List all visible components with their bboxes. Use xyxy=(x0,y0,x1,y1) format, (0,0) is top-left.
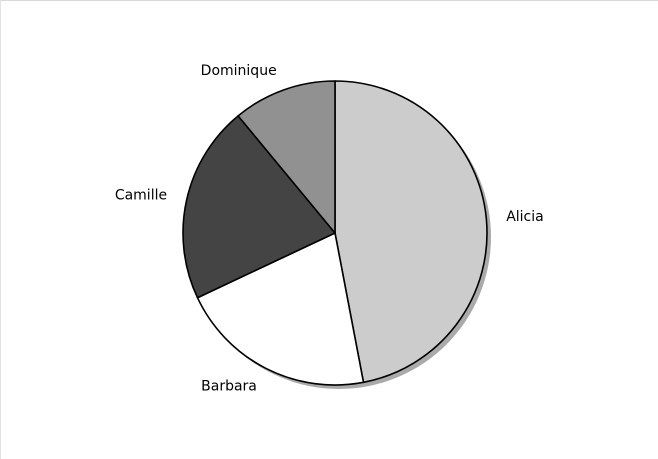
slice-label-dominique: Dominique xyxy=(201,63,277,79)
pie-slice-barbara xyxy=(196,232,365,386)
slice-label-barbara: Barbara xyxy=(201,378,257,394)
pie-slice-dominique xyxy=(237,80,336,234)
slice-labels: Alicia Barbara Camille Dominique xyxy=(115,63,544,394)
pie-slice-camille xyxy=(182,115,336,299)
slice-label-camille: Camille xyxy=(115,188,167,204)
pie-slices xyxy=(182,80,488,386)
slice-label-alicia: Alicia xyxy=(506,209,544,225)
pie-slice-alicia xyxy=(334,80,488,384)
